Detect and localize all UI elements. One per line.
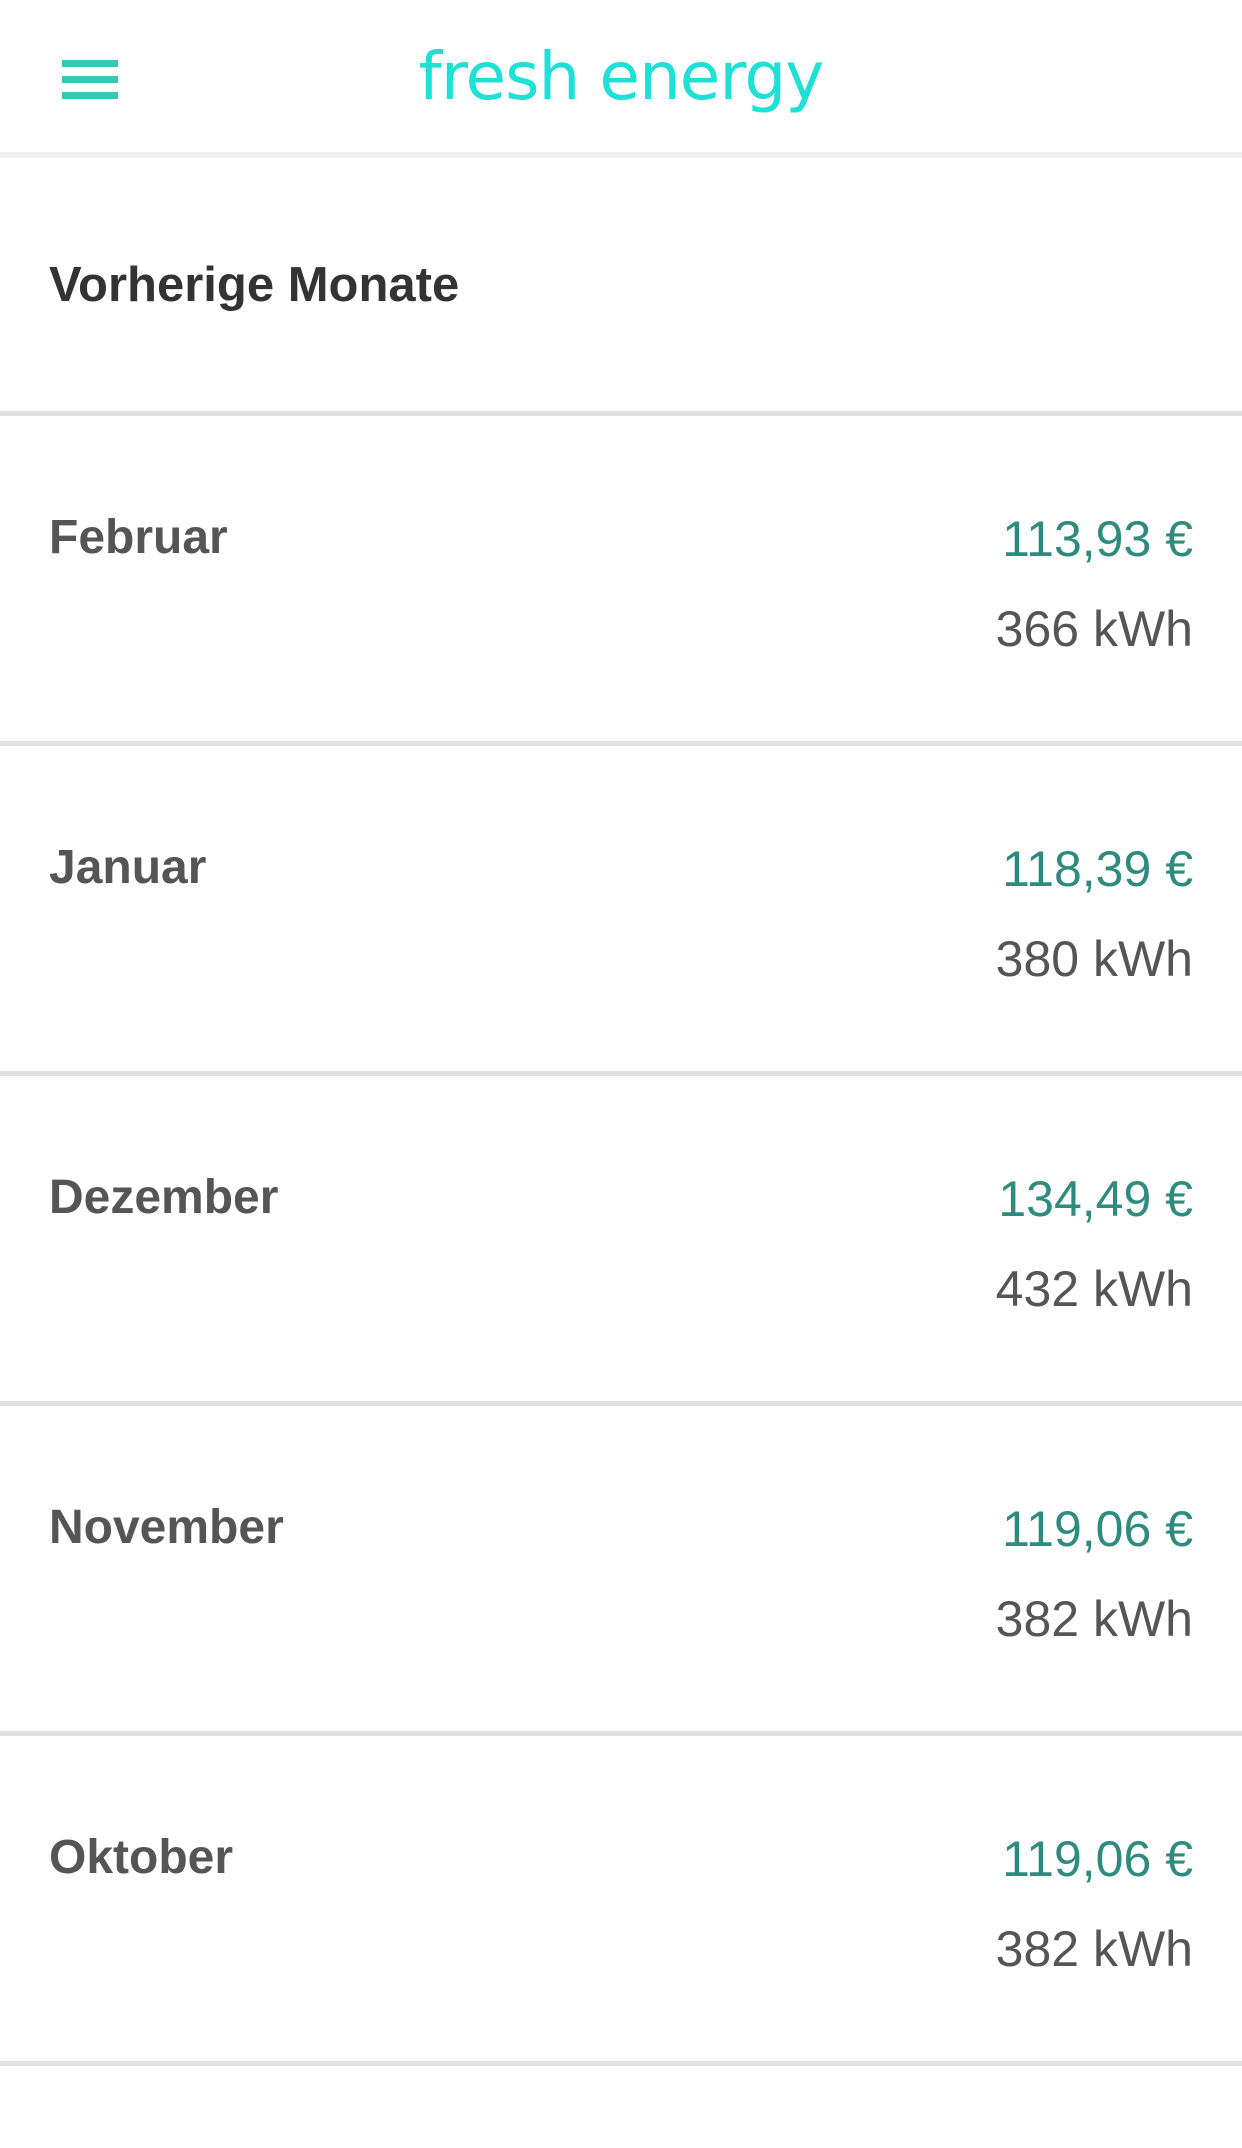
- header-divider: [0, 152, 1242, 158]
- divider: [0, 1071, 1242, 1076]
- month-amount: 113,93 €: [1002, 511, 1193, 567]
- month-energy: 382 kWh: [995, 1921, 1193, 1977]
- month-list: Februar 113,93 € 366 kWh Januar 118,39 €…: [0, 416, 1242, 2066]
- month-row-november[interactable]: November 119,06 € 382 kWh: [0, 1406, 1242, 1731]
- month-row-februar[interactable]: Februar 113,93 € 366 kWh: [0, 416, 1242, 741]
- month-row-januar[interactable]: Januar 118,39 € 380 kWh: [0, 746, 1242, 1071]
- month-amount: 134,49 €: [998, 1171, 1193, 1227]
- month-row-dezember[interactable]: Dezember 134,49 € 432 kWh: [0, 1076, 1242, 1401]
- month-row-oktober[interactable]: Oktober 119,06 € 382 kWh: [0, 1736, 1242, 2061]
- month-name: November: [49, 1501, 284, 1554]
- month-energy: 366 kWh: [995, 601, 1193, 657]
- section-title: Vorherige Monate: [49, 257, 460, 312]
- month-amount: 118,39 €: [1002, 841, 1193, 897]
- month-name: Oktober: [49, 1831, 234, 1884]
- divider: [0, 411, 1242, 416]
- app-header: fresh energy: [0, 0, 1242, 152]
- hamburger-menu-icon[interactable]: [62, 60, 118, 100]
- divider: [0, 1401, 1242, 1406]
- month-energy: 382 kWh: [995, 1591, 1193, 1647]
- divider: [0, 1731, 1242, 1736]
- divider: [0, 741, 1242, 746]
- month-energy: 380 kWh: [995, 931, 1193, 987]
- divider: [0, 2061, 1242, 2066]
- month-name: Dezember: [49, 1171, 279, 1224]
- month-amount: 119,06 €: [1002, 1501, 1193, 1557]
- brand-logo: fresh energy: [418, 38, 825, 115]
- month-energy: 432 kWh: [995, 1261, 1193, 1317]
- month-name: Januar: [49, 841, 207, 894]
- month-amount: 119,06 €: [1002, 1831, 1193, 1887]
- month-name: Februar: [49, 511, 228, 564]
